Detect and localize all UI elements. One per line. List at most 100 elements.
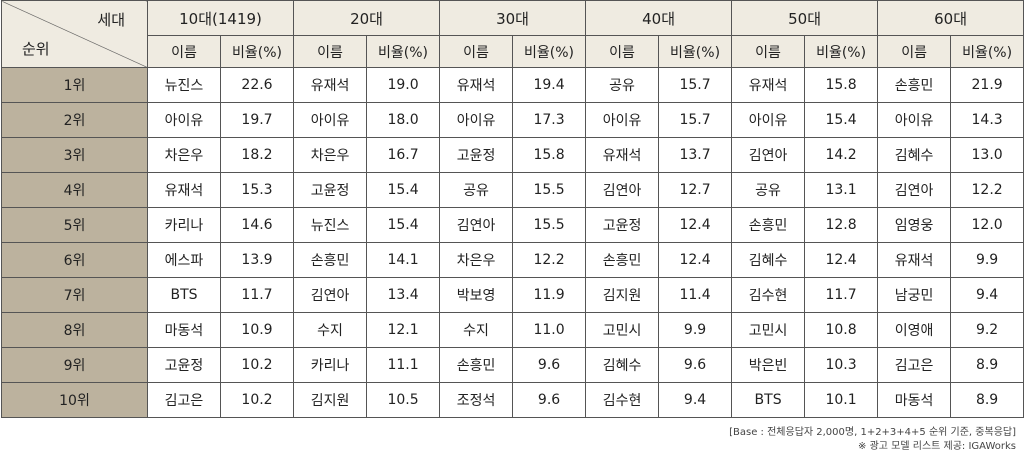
name-cell: 마동석 bbox=[147, 312, 221, 348]
data-row: 1위 뉴진스 22.6 유재석 19.0 유재석 19.4 공유 15.7 유재석 15.8 손흥민 2… bbox=[1, 67, 1024, 103]
ratio-cell: 15.4 bbox=[804, 102, 879, 138]
ratio-cell: 12.4 bbox=[658, 207, 733, 243]
name-cell: 김고은 bbox=[877, 347, 952, 383]
name-header: 이름 bbox=[147, 35, 221, 68]
name-cell: 박보영 bbox=[439, 277, 514, 313]
name-cell: 뉴진스 bbox=[293, 207, 368, 243]
ratio-cell: 15.8 bbox=[804, 67, 879, 103]
name-cell: 아이유 bbox=[293, 102, 368, 138]
ratio-cell: 19.0 bbox=[366, 67, 441, 103]
ratio-cell: 11.0 bbox=[512, 312, 587, 348]
ratio-cell: 14.3 bbox=[950, 102, 1024, 138]
name-cell: 공유 bbox=[731, 172, 806, 208]
ratio-cell: 9.4 bbox=[658, 382, 733, 418]
name-cell: 에스파 bbox=[147, 242, 221, 278]
name-header: 이름 bbox=[585, 35, 660, 68]
name-cell: 마동석 bbox=[877, 382, 952, 418]
ratio-cell: 12.7 bbox=[658, 172, 733, 208]
name-cell: 아이유 bbox=[731, 102, 806, 138]
rank-cell: 4위 bbox=[1, 172, 148, 208]
name-cell: 유재석 bbox=[731, 67, 806, 103]
ratio-cell: 19.4 bbox=[512, 67, 587, 103]
data-row: 9위 고윤정 10.2 카리나 11.1 손흥민 9.6 김혜수 9.6 박은빈 10.3 김고은 8.… bbox=[1, 347, 1024, 383]
ratio-cell: 15.4 bbox=[366, 207, 441, 243]
ratio-header: 비율(%) bbox=[366, 35, 441, 68]
name-cell: 고윤정 bbox=[585, 207, 660, 243]
name-cell: 공유 bbox=[585, 67, 660, 103]
name-cell: 공유 bbox=[439, 172, 514, 208]
name-cell: 아이유 bbox=[439, 102, 514, 138]
rank-cell: 10위 bbox=[1, 382, 148, 418]
name-header: 이름 bbox=[731, 35, 806, 68]
ratio-cell: 14.6 bbox=[219, 207, 295, 243]
ratio-cell: 9.6 bbox=[512, 347, 587, 383]
name-cell: 박은빈 bbox=[731, 347, 806, 383]
name-cell: 차은우 bbox=[293, 137, 368, 173]
footnote: ※ 광고 모델 리스트 제공: IGAWorks bbox=[858, 441, 1016, 452]
rank-cell: 9위 bbox=[1, 347, 148, 383]
ratio-cell: 9.4 bbox=[950, 277, 1024, 313]
name-cell: 유재석 bbox=[439, 67, 514, 103]
ratio-cell: 9.6 bbox=[512, 382, 587, 418]
data-row: 2위 아이유 19.7 아이유 18.0 아이유 17.3 아이유 15.7 아이유 15.4 아이유… bbox=[1, 102, 1024, 138]
ratio-cell: 10.2 bbox=[219, 347, 295, 383]
ratio-cell: 10.8 bbox=[804, 312, 879, 348]
name-cell: 뉴진스 bbox=[147, 67, 221, 103]
ratio-cell: 11.1 bbox=[366, 347, 441, 383]
name-cell: 고민시 bbox=[585, 312, 660, 348]
name-header: 이름 bbox=[877, 35, 952, 68]
corner-cell: 세대 순위 bbox=[1, 0, 148, 68]
name-cell: 유재석 bbox=[877, 242, 952, 278]
ratio-cell: 9.6 bbox=[658, 347, 733, 383]
ratio-cell: 12.8 bbox=[804, 207, 879, 243]
rank-cell: 3위 bbox=[1, 137, 148, 173]
ratio-cell: 14.1 bbox=[366, 242, 441, 278]
name-cell: 임영웅 bbox=[877, 207, 952, 243]
ratio-header: 비율(%) bbox=[219, 35, 295, 68]
name-cell: 김연아 bbox=[731, 137, 806, 173]
ratio-cell: 13.1 bbox=[804, 172, 879, 208]
name-cell: 손흥민 bbox=[731, 207, 806, 243]
ratio-cell: 13.9 bbox=[219, 242, 295, 278]
rank-cell: 2위 bbox=[1, 102, 148, 138]
rank-cell: 1위 bbox=[1, 67, 148, 103]
ratio-cell: 10.3 bbox=[804, 347, 879, 383]
ratio-cell: 12.0 bbox=[950, 207, 1024, 243]
ratio-cell: 9.9 bbox=[658, 312, 733, 348]
data-row: 5위 카리나 14.6 뉴진스 15.4 김연아 15.5 고윤정 12.4 손흥민 12.8 임영웅… bbox=[1, 207, 1024, 243]
name-cell: BTS bbox=[147, 277, 221, 313]
ratio-cell: 15.3 bbox=[219, 172, 295, 208]
name-cell: 카리나 bbox=[147, 207, 221, 243]
name-cell: 아이유 bbox=[877, 102, 952, 138]
ratio-header: 비율(%) bbox=[804, 35, 879, 68]
name-cell: 김연아 bbox=[439, 207, 514, 243]
ratio-cell: 12.2 bbox=[512, 242, 587, 278]
ratio-cell: 12.4 bbox=[658, 242, 733, 278]
name-cell: 고민시 bbox=[731, 312, 806, 348]
ratio-cell: 11.7 bbox=[219, 277, 295, 313]
ratio-cell: 10.2 bbox=[219, 382, 295, 418]
name-cell: 유재석 bbox=[147, 172, 221, 208]
ratio-cell: 13.0 bbox=[950, 137, 1024, 173]
group-header: 50대 bbox=[731, 0, 879, 36]
data-row: 4위 유재석 15.3 고윤정 15.4 공유 15.5 김연아 12.7 공유 13.1 김연아 12… bbox=[1, 172, 1024, 208]
group-header: 20대 bbox=[293, 0, 441, 36]
name-cell: 아이유 bbox=[147, 102, 221, 138]
group-header: 30대 bbox=[439, 0, 587, 36]
data-row: 8위 마동석 10.9 수지 12.1 수지 11.0 고민시 9.9 고민시 10.8 이영애 9.2 bbox=[1, 312, 1024, 348]
name-cell: 고윤정 bbox=[147, 347, 221, 383]
name-cell: 수지 bbox=[293, 312, 368, 348]
ratio-cell: 9.9 bbox=[950, 242, 1024, 278]
ratio-header: 비율(%) bbox=[512, 35, 587, 68]
name-cell: 차은우 bbox=[439, 242, 514, 278]
rank-cell: 6위 bbox=[1, 242, 148, 278]
name-cell: 손흥민 bbox=[293, 242, 368, 278]
ratio-cell: 8.9 bbox=[950, 347, 1024, 383]
name-cell: 유재석 bbox=[293, 67, 368, 103]
ratio-cell: 15.7 bbox=[658, 102, 733, 138]
ratio-cell: 22.6 bbox=[219, 67, 295, 103]
ratio-cell: 15.5 bbox=[512, 207, 587, 243]
ratio-cell: 15.5 bbox=[512, 172, 587, 208]
rank-cell: 5위 bbox=[1, 207, 148, 243]
